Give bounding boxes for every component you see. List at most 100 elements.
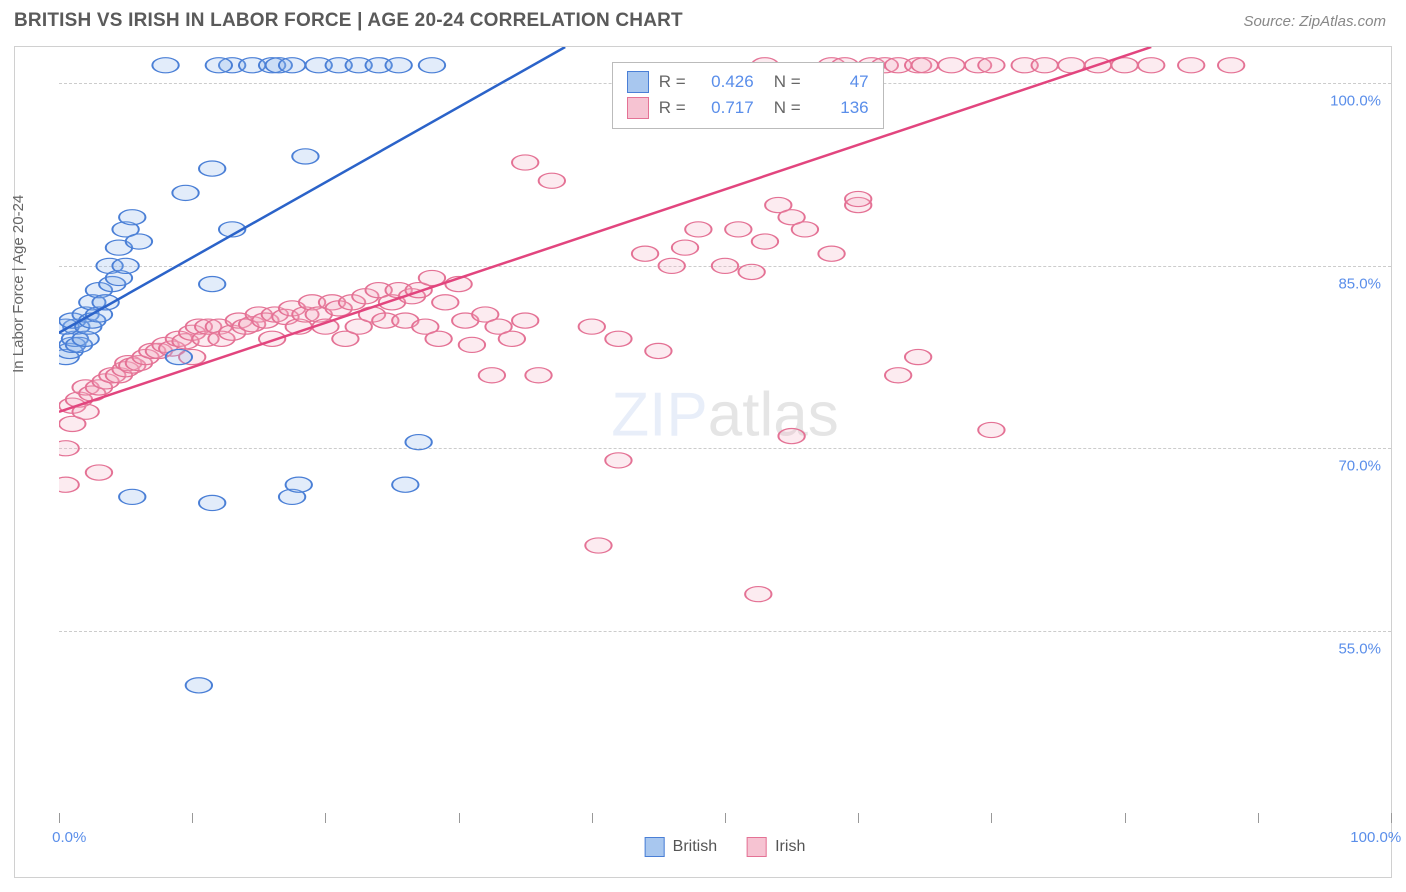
x-tick [1125,813,1126,823]
data-point [539,173,565,188]
data-point [86,465,112,480]
data-point [585,538,611,553]
source-attribution: Source: ZipAtlas.com [1243,13,1386,30]
stat-n-value: 136 [811,95,869,121]
data-point [512,313,538,328]
data-point [199,277,225,292]
x-tick [1391,813,1392,823]
data-point [206,58,232,73]
x-tick [725,813,726,823]
data-point [752,234,778,249]
stats-row: R = 0.426 N = 47 [627,69,869,95]
data-point [199,495,225,510]
correlation-stats-box: R = 0.426 N = 47 R = 0.717 N = 136 [612,62,884,129]
data-point [712,258,738,273]
data-point [818,246,844,261]
stat-r-value: 0.717 [696,95,754,121]
data-point [912,58,938,73]
data-point [199,161,225,176]
data-point [479,368,505,383]
data-point [385,58,411,73]
data-point [672,240,698,255]
data-point [632,246,658,261]
x-tick [459,813,460,823]
data-point [845,191,871,206]
stat-label: R = [659,69,686,95]
data-point [459,337,485,352]
legend-label: Irish [775,838,805,856]
stats-row: R = 0.717 N = 136 [627,95,869,121]
data-point [405,435,431,450]
data-point [279,58,305,73]
x-tick [192,813,193,823]
legend-swatch [645,837,665,857]
data-point [745,587,771,602]
x-tick [991,813,992,823]
legend-item: Irish [747,837,805,857]
data-point [119,489,145,504]
data-point [978,422,1004,437]
data-point [978,58,1004,73]
stat-label: R = [659,95,686,121]
data-point [738,264,764,279]
y-axis-label: In Labor Force | Age 20-24 [10,195,27,373]
x-tick [858,813,859,823]
data-point [1218,58,1244,73]
data-point [286,477,312,492]
stat-r-value: 0.426 [696,69,754,95]
data-point [778,428,804,443]
data-point [292,149,318,164]
legend-item: British [645,837,717,857]
data-point [938,58,964,73]
data-point [59,441,79,456]
x-tick [592,813,593,823]
data-point [525,368,551,383]
x-tick-label: 100.0% [1350,829,1401,846]
data-point [166,349,192,364]
data-point [1178,58,1204,73]
stats-swatch [627,97,649,119]
x-axis: 0.0%100.0% BritishIrish [59,813,1391,877]
data-point [725,222,751,237]
data-point [885,368,911,383]
x-tick [1258,813,1259,823]
legend-swatch [747,837,767,857]
trend-line [59,47,565,333]
x-tick [59,813,60,823]
scatter-svg [59,47,1391,813]
data-point [605,453,631,468]
plot-area: 55.0%70.0%85.0%100.0% ZIPatlas R =0.426N… [59,47,1391,813]
data-point [512,155,538,170]
data-point [119,210,145,225]
legend-label: British [673,838,717,856]
data-point [605,331,631,346]
data-point [126,234,152,249]
stat-label: N = [774,69,801,95]
x-tick-label: 0.0% [52,829,86,846]
data-point [392,477,418,492]
data-point [579,319,605,334]
data-point [186,678,212,693]
data-point [905,349,931,364]
chart-container: In Labor Force | Age 20-24 55.0%70.0%85.… [14,46,1392,878]
data-point [419,58,445,73]
stat-label: N = [774,95,801,121]
data-point [685,222,711,237]
data-point [172,185,198,200]
data-point [425,331,451,346]
x-tick [325,813,326,823]
series-legend: British Irish [645,837,806,857]
data-point [792,222,818,237]
data-point [152,58,178,73]
stats-swatch [627,71,649,93]
data-point [1138,58,1164,73]
data-point [432,295,458,310]
data-point [1031,58,1057,73]
data-point [112,258,138,273]
data-point [499,331,525,346]
data-point [645,343,671,358]
chart-title: BRITISH VS IRISH IN LABOR FORCE | AGE 20… [14,10,683,32]
data-point [59,477,79,492]
data-point [659,258,685,273]
stat-n-value: 47 [811,69,869,95]
